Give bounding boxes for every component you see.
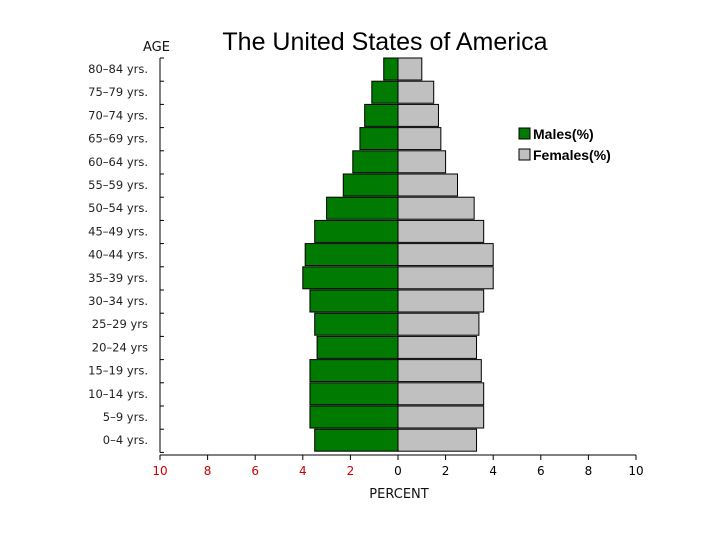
bar-males-0-4-yrs bbox=[314, 428, 399, 452]
legend-label-males: Males(%) bbox=[533, 126, 594, 142]
bar-males-40-44-yrs bbox=[304, 243, 399, 267]
bar-females-75-79-yrs bbox=[397, 80, 435, 104]
bar-females-70-74-yrs bbox=[397, 103, 439, 127]
bar-males-15-19-yrs bbox=[309, 359, 399, 383]
age-label-0-4-yrs: 0–4 yrs. bbox=[103, 433, 148, 447]
bar-males-20-24-yrs bbox=[316, 335, 399, 359]
age-label-50-54-yrs: 50–54 yrs. bbox=[88, 201, 148, 215]
bar-females-35-39-yrs bbox=[397, 266, 494, 290]
x-tick-label: 4 bbox=[489, 464, 497, 478]
bar-females-80-84-yrs bbox=[397, 57, 423, 81]
y-axis-label: AGE bbox=[143, 40, 170, 55]
bar-females-45-49-yrs bbox=[397, 219, 485, 243]
legend-swatch-females bbox=[518, 148, 531, 161]
bar-males-80-84-yrs bbox=[383, 57, 399, 81]
bar-males-30-34-yrs bbox=[309, 289, 399, 313]
age-label-80-84-yrs: 80–84 yrs. bbox=[88, 62, 148, 76]
x-axis-label: PERCENT bbox=[369, 487, 428, 502]
bar-males-60-64-yrs bbox=[352, 150, 399, 174]
age-label-70-74-yrs: 70–74 yrs. bbox=[88, 108, 148, 122]
bar-females-10-14-yrs bbox=[397, 382, 485, 406]
bar-females-20-24-yrs bbox=[397, 335, 478, 359]
age-label-60-64-yrs: 60–64 yrs. bbox=[88, 155, 148, 169]
age-label-10-14-yrs: 10–14 yrs. bbox=[88, 387, 148, 401]
bar-females-60-64-yrs bbox=[397, 150, 447, 174]
age-label-45-49-yrs: 45–49 yrs. bbox=[88, 224, 148, 238]
age-label-15-19-yrs: 15–19 yrs. bbox=[88, 364, 148, 378]
age-label-25-29-yrs: 25–29 yrs bbox=[92, 317, 148, 331]
x-tick-label: 8 bbox=[204, 464, 212, 478]
bar-females-5-9-yrs bbox=[397, 405, 485, 429]
x-tick-label: 6 bbox=[251, 464, 259, 478]
bar-males-65-69-yrs bbox=[359, 127, 399, 151]
age-label-35-39-yrs: 35–39 yrs. bbox=[88, 271, 148, 285]
x-axis: 10 8 6 4 2 0 2 4 6 8 10 bbox=[152, 454, 644, 478]
x-tick-label: 2 bbox=[347, 464, 355, 478]
bar-males-55-59-yrs bbox=[342, 173, 399, 197]
age-label-75-79-yrs: 75–79 yrs. bbox=[88, 85, 148, 99]
bar-males-75-79-yrs bbox=[371, 80, 399, 104]
age-label-20-24-yrs: 20–24 yrs bbox=[92, 340, 148, 354]
age-label-5-9-yrs: 5–9 yrs. bbox=[103, 410, 148, 424]
legend-label-females: Females(%) bbox=[533, 147, 611, 163]
bar-males-70-74-yrs bbox=[364, 103, 399, 127]
bar-males-35-39-yrs bbox=[302, 266, 399, 290]
bar-males-50-54-yrs bbox=[326, 196, 399, 220]
x-tick-label: 10 bbox=[628, 464, 643, 478]
age-label-30-34-yrs: 30–34 yrs. bbox=[88, 294, 148, 308]
bar-males-10-14-yrs bbox=[309, 382, 399, 406]
x-tick-label: 6 bbox=[537, 464, 545, 478]
bar-females-55-59-yrs bbox=[397, 173, 458, 197]
bars bbox=[302, 57, 494, 452]
bar-females-65-69-yrs bbox=[397, 127, 442, 151]
bar-females-50-54-yrs bbox=[397, 196, 475, 220]
age-label-40-44-yrs: 40–44 yrs. bbox=[88, 248, 148, 262]
x-tick-label: 2 bbox=[442, 464, 450, 478]
chart-title: The United States of America bbox=[222, 28, 547, 56]
y-axis-ticks bbox=[159, 57, 164, 453]
legend: Males(%) Females(%) bbox=[518, 126, 611, 163]
bar-females-0-4-yrs bbox=[397, 428, 478, 452]
x-tick-label: 0 bbox=[394, 464, 402, 478]
bar-females-30-34-yrs bbox=[397, 289, 485, 313]
bar-females-15-19-yrs bbox=[397, 359, 482, 383]
x-tick-label: 10 bbox=[152, 464, 167, 478]
bar-females-25-29-yrs bbox=[397, 312, 480, 336]
bar-females-40-44-yrs bbox=[397, 243, 494, 267]
bar-males-25-29-yrs bbox=[314, 312, 399, 336]
age-label-65-69-yrs: 65–69 yrs. bbox=[88, 132, 148, 146]
x-tick-label: 4 bbox=[299, 464, 307, 478]
legend-swatch-males bbox=[518, 127, 531, 140]
bar-males-5-9-yrs bbox=[309, 405, 399, 429]
age-label-55-59-yrs: 55–59 yrs. bbox=[88, 178, 148, 192]
x-tick-label: 8 bbox=[585, 464, 593, 478]
age-group-labels: 80–84 yrs. 75–79 yrs. 70–74 yrs. 65–69 yrs.… bbox=[88, 62, 148, 447]
bar-males-45-49-yrs bbox=[314, 219, 399, 243]
